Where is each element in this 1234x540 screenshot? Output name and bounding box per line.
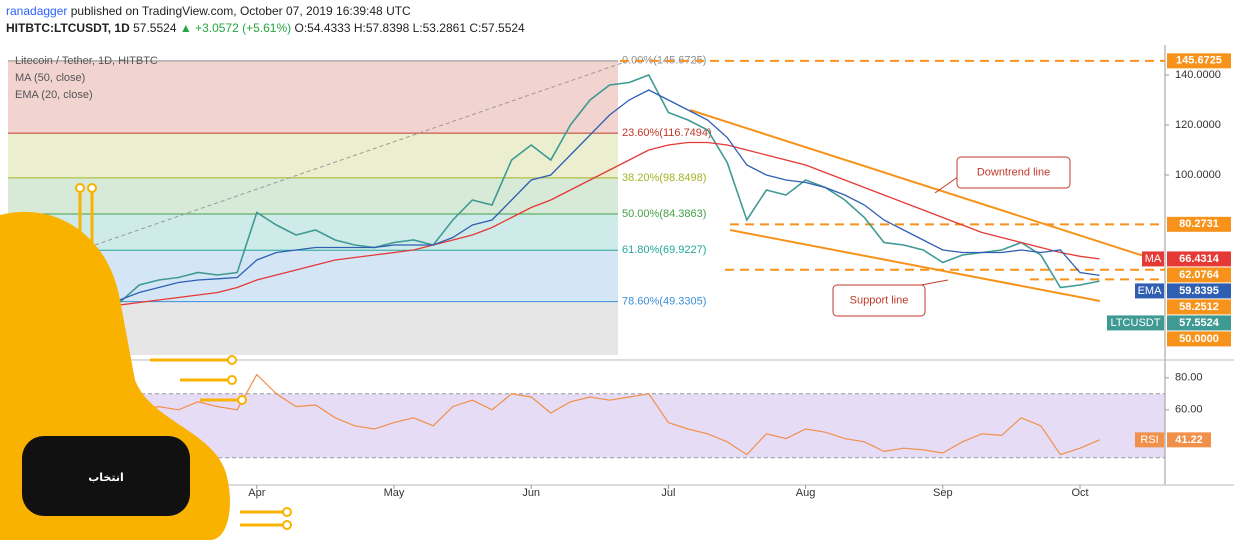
x-tick-label: Oct	[1071, 487, 1088, 499]
series-tag-box	[1142, 251, 1164, 267]
value-label: 59.8395	[1179, 285, 1219, 297]
fib-label: 38.20%(98.8498)	[622, 172, 706, 184]
value-label-box	[1167, 283, 1231, 299]
fib-label: 78.60%(49.3305)	[622, 296, 706, 308]
fib-zone	[8, 177, 618, 215]
value-label: 50.0000	[1179, 333, 1219, 345]
annotation-box	[956, 156, 1071, 189]
logo-node	[237, 395, 247, 405]
x-tick-label: Apr	[248, 487, 265, 499]
value-label-box	[1167, 216, 1231, 232]
published: published on TradingView.com, October 07…	[70, 4, 411, 18]
user: ranadagger	[6, 4, 68, 18]
series-tag-box	[1135, 283, 1164, 299]
header-line: HITBTC:LTCUSDT, 1D 57.5524 ▲ +3.0572 (+5…	[6, 20, 525, 37]
fib-label: 0.00%(145.6725)	[622, 55, 706, 67]
annotation: Downtrend line	[977, 166, 1050, 178]
value-label-box	[1167, 331, 1231, 347]
x-tick-label: Jun	[522, 487, 540, 499]
value-label: 62.0764	[1179, 269, 1220, 281]
series-tag: RSI	[1140, 434, 1158, 446]
logo-node	[75, 183, 85, 193]
high: H:57.8398	[353, 21, 410, 35]
x-tick-label: Aug	[796, 487, 816, 499]
value-label: 66.4314	[1179, 253, 1220, 265]
indicator-legend: MA (50, close)	[15, 72, 85, 84]
logo-text: انتخاب	[88, 471, 124, 484]
logo-node	[282, 507, 292, 517]
fib-diagonal	[94, 61, 626, 246]
price-line	[99, 73, 1100, 314]
indicator-line	[99, 89, 1100, 311]
x-tick-label: May	[384, 487, 405, 499]
chart-title: Litecoin / Tether, 1D, HITBTC	[15, 55, 158, 67]
value-label-box	[1167, 251, 1231, 267]
y-tick-label: 120.0000	[1175, 119, 1221, 131]
x-tick-label: Jul	[661, 487, 675, 499]
indicator-line	[99, 141, 1100, 309]
low: L:53.2861	[412, 21, 466, 35]
logo-node	[227, 375, 237, 385]
value-label-box	[1167, 315, 1231, 331]
value-label-box	[1167, 432, 1211, 448]
fib-zone	[8, 60, 618, 134]
fib-label: 61.80%(69.9227)	[622, 244, 706, 256]
value-label: 145.6725	[1176, 55, 1222, 67]
header: ranadagger published on TradingView.com,…	[6, 3, 525, 37]
logo-badge	[22, 436, 190, 516]
logo-node	[87, 183, 97, 193]
series-tag-box	[1107, 315, 1164, 331]
last: 57.5524	[133, 21, 177, 35]
series-tag: MA	[1145, 253, 1162, 265]
x-tick-label: Sep	[933, 487, 953, 499]
value-label-box	[1167, 53, 1231, 69]
value-label-box	[1167, 299, 1231, 315]
indicator-legend: EMA (20, close)	[15, 89, 93, 101]
open: O:54.4333	[294, 21, 351, 35]
header-line: ranadagger published on TradingView.com,…	[6, 3, 525, 20]
change: ▲ +3.0572 (+5.61%)	[179, 21, 292, 35]
symbol: HITBTC:LTCUSDT, 1D	[6, 21, 130, 35]
fib-label: 23.60%(116.7494)	[622, 127, 712, 139]
series-tag: LTCUSDT	[1111, 317, 1161, 329]
series-tag: EMA	[1138, 285, 1163, 297]
y-tick-label: 60.00	[1175, 404, 1203, 416]
logo-node	[282, 520, 292, 530]
fib-zone	[8, 214, 618, 251]
series-tag-box	[1135, 432, 1164, 448]
y-tick-label: 140.0000	[1175, 69, 1221, 81]
y-tick-label: 100.0000	[1175, 169, 1221, 181]
logo-node	[227, 355, 237, 365]
value-label: 41.22	[1175, 434, 1203, 446]
fib-zone	[8, 133, 618, 178]
logo: انتخاب	[0, 183, 292, 540]
value-label: 58.2512	[1179, 301, 1219, 313]
close: C:57.5524	[469, 21, 525, 35]
y-tick-label: 80.00	[1175, 372, 1203, 384]
fib-label: 50.00%(84.3863)	[622, 208, 706, 220]
annotation-box	[832, 284, 926, 317]
value-label-box	[1167, 267, 1231, 283]
downtrend-line	[689, 109, 1151, 259]
rsi-line	[99, 373, 1100, 456]
value-label: 80.2731	[1179, 218, 1219, 230]
value-label: 57.5524	[1179, 317, 1220, 329]
annotation: Support line	[850, 294, 909, 306]
support-line	[729, 229, 1101, 302]
